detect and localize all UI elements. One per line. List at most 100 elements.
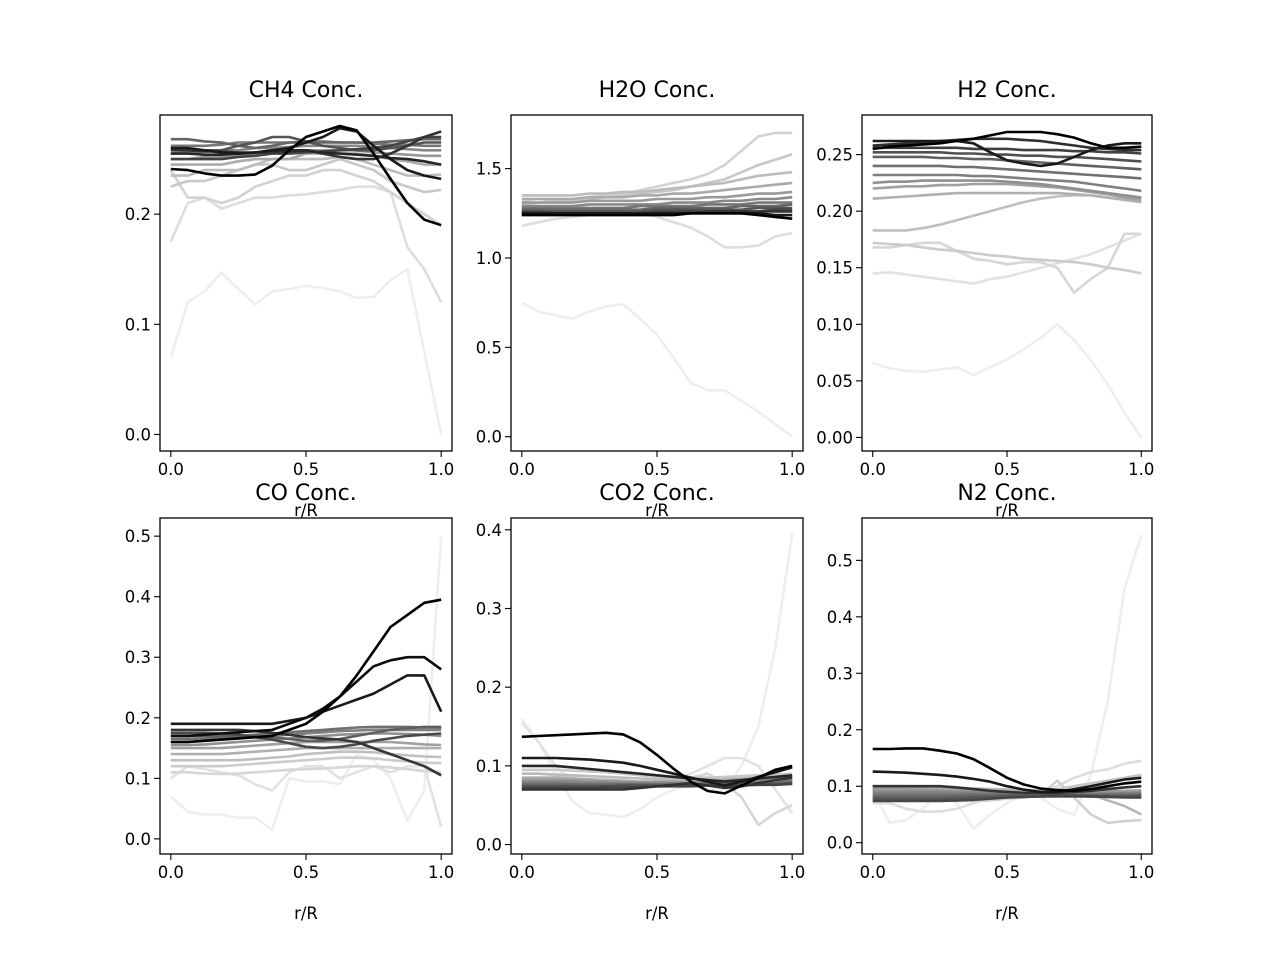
h2-series-line-9: [872, 173, 1142, 193]
ch4-series-group: [169, 124, 443, 435]
h2-series-line-8: [872, 179, 1142, 199]
co2-series-line-1: [520, 533, 794, 819]
co2-series-line-13: [521, 776, 793, 791]
h2-series-line-2: [872, 232, 1142, 285]
subplot-h2o: 0.0 0.5 1.0 0.0 0.5 1.0 1.5 r/R H2O Conc.: [476, 78, 806, 520]
ch4-series-line-14: [170, 149, 442, 166]
n2-series-line-13: [872, 784, 1142, 795]
h2-y-tick-label: 0.25: [816, 146, 853, 165]
h2o-y-tick-label: 1.5: [476, 160, 502, 179]
n2-y-tick-label: 0.0: [827, 834, 853, 853]
h2-series-line-16: [872, 130, 1142, 151]
h2-x-tick-label: 0.5: [994, 460, 1020, 479]
co2-x-tick-label: 1.0: [779, 863, 805, 882]
n2-y-tick-label: 0.3: [827, 664, 853, 683]
h2o-y-tick-label: 1.0: [476, 249, 502, 268]
co-title: CO Conc.: [255, 481, 357, 506]
h2-y-tick-label: 0.05: [816, 372, 853, 391]
h2o-series-line-6: [521, 181, 793, 201]
co2-series-group: [520, 533, 794, 827]
co-series-line-2: [170, 764, 443, 828]
co-series-line-11: [170, 725, 442, 743]
ch4-x-axis-label: r/R: [294, 501, 318, 520]
h2o-y-tick-label: 0.5: [476, 338, 502, 357]
n2-series-line-12: [872, 794, 1142, 803]
subplot-ch4: 0.0 0.5 1.0 0.0 0.1 0.2 r/R CH4 Conc.: [125, 78, 455, 520]
ch4-x-tick-label: 0.0: [158, 460, 184, 479]
co-series-line-1: [169, 536, 443, 832]
h2-y-tick-label: 0.00: [816, 428, 853, 447]
n2-y-tick-label: 0.2: [827, 721, 853, 740]
ch4-y-tick-label: 0.1: [125, 315, 151, 334]
co-y-tick-label: 0.0: [125, 830, 151, 849]
h2o-series-line-15: [521, 212, 793, 220]
h2o-y-tick-label: 0.0: [476, 428, 502, 447]
subplot-h2: 0.0 0.5 1.0 0.00 0.05 0.10 0.15 0.20 0.25 r/R H2 C…: [816, 78, 1154, 520]
ch4-x-tick-label: 0.5: [293, 460, 319, 479]
co2-x-tick-label: 0.5: [644, 863, 670, 882]
ch4-series-line-12: [170, 135, 442, 161]
h2-series-line-10: [872, 164, 1142, 180]
co-axes-frame: [159, 517, 453, 855]
ch4-series-line-3: [169, 168, 442, 227]
n2-x-tick-label: 0.0: [860, 863, 886, 882]
n2-y-tick-label: 0.5: [827, 551, 853, 570]
h2o-x-tick-label: 0.0: [509, 460, 535, 479]
co2-x-axis-label: r/R: [645, 904, 669, 923]
ch4-x-tick-label: 1.0: [428, 460, 454, 479]
co-series-line-10: [170, 725, 442, 741]
co-x-axis-label: r/R: [294, 904, 318, 923]
n2-series-group: [871, 534, 1143, 830]
h2o-series-group: [521, 131, 793, 438]
co2-series-line-16: [521, 731, 793, 795]
h2o-x-tick-label: 1.0: [779, 460, 805, 479]
h2-series-group: [872, 130, 1143, 439]
h2-series-line-4: [872, 241, 1142, 275]
h2-series-line-3: [872, 232, 1142, 294]
co-x-tick-label: 0.5: [293, 863, 319, 882]
co-series-line-15: [170, 655, 442, 738]
co-y-tick-label: 0.2: [125, 709, 151, 728]
n2-title: N2 Conc.: [957, 481, 1056, 506]
ch4-title: CH4 Conc.: [249, 78, 364, 103]
h2-x-axis-label: r/R: [995, 501, 1019, 520]
ch4-series-line-15: [170, 126, 442, 181]
h2o-series-line-2: [521, 210, 793, 249]
n2-x-axis-label: r/R: [995, 904, 1019, 923]
h2o-series-line-7: [521, 190, 793, 204]
co-series-line-4: [170, 756, 442, 768]
subplot-co: 0.0 0.5 1.00.00.10.20.30.40.5r/RCO Conc.: [125, 481, 455, 923]
ch4-series-line-2: [169, 185, 443, 303]
co2-y-tick-label: 0.4: [476, 521, 502, 540]
co-x-tick-label: 0.0: [158, 863, 184, 882]
h2-x-tick-label: 0.0: [860, 460, 886, 479]
h2o-title: H2O Conc.: [599, 78, 716, 103]
h2o-series-line-9: [521, 201, 793, 210]
n2-series-line-15: [872, 747, 1142, 793]
h2o-series-line-1: [521, 301, 793, 438]
h2-y-tick-label: 0.20: [816, 202, 853, 221]
co2-series-line-15: [521, 756, 793, 787]
h2o-x-axis-label: r/R: [645, 501, 669, 520]
h2-series-line-1: [872, 322, 1143, 439]
h2-x-tick-label: 1.0: [1128, 460, 1154, 479]
co2-y-tick-label: 0.0: [476, 836, 502, 855]
n2-series-line-14: [872, 770, 1142, 794]
h2o-series-line-4: [521, 153, 793, 206]
co-series-line-16: [170, 598, 442, 744]
ch4-series-line-16: [170, 124, 442, 227]
n2-x-tick-label: 0.5: [994, 863, 1020, 882]
n2-y-tick-label: 0.1: [827, 777, 853, 796]
co-y-tick-label: 0.1: [125, 769, 151, 788]
h2-y-tick-label: 0.10: [816, 315, 853, 334]
co2-x-tick-label: 0.0: [509, 863, 535, 882]
co-x-tick-label: 1.0: [428, 863, 454, 882]
co2-y-tick-label: 0.3: [476, 599, 502, 618]
h2-title: H2 Conc.: [957, 78, 1056, 103]
co-y-tick-label: 0.4: [125, 588, 151, 607]
co2-y-tick-label: 0.1: [476, 757, 502, 776]
co-series-line-3: [170, 764, 442, 776]
ch4-y-tick-label: 0.0: [125, 425, 151, 444]
ch4-series-line-4: [170, 157, 442, 194]
ch4-y-tick-label: 0.2: [125, 205, 151, 224]
